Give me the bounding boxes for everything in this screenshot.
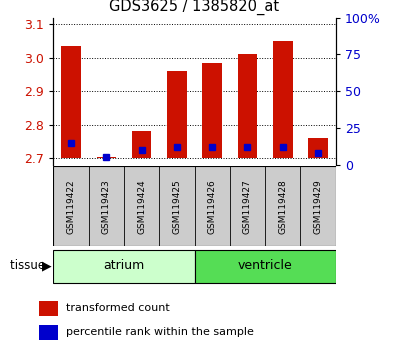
Text: ▶: ▶ [42,259,51,272]
Text: GSM119429: GSM119429 [314,179,323,234]
Bar [167,71,186,158]
Bar [238,55,257,158]
Text: GSM119426: GSM119426 [208,179,217,234]
Text: ventricle: ventricle [238,259,293,272]
Text: GSM119427: GSM119427 [243,179,252,234]
Bar [96,157,116,158]
Title: GDS3625 / 1385820_at: GDS3625 / 1385820_at [109,0,280,15]
Bar [308,138,328,158]
Bar [61,46,81,158]
Text: atrium: atrium [103,259,145,272]
Bar [39,325,58,339]
Bar [53,250,195,283]
Bar [273,41,293,158]
Text: GSM119425: GSM119425 [172,179,181,234]
Text: transformed count: transformed count [66,303,170,313]
Bar [195,250,336,283]
Text: GSM119423: GSM119423 [102,179,111,234]
Bar [39,301,58,316]
Text: percentile rank within the sample: percentile rank within the sample [66,327,254,337]
Text: GSM119428: GSM119428 [278,179,287,234]
Bar [203,63,222,158]
Text: tissue: tissue [11,259,49,272]
Bar [132,131,151,158]
Text: GSM119424: GSM119424 [137,179,146,234]
Text: GSM119422: GSM119422 [66,179,75,234]
